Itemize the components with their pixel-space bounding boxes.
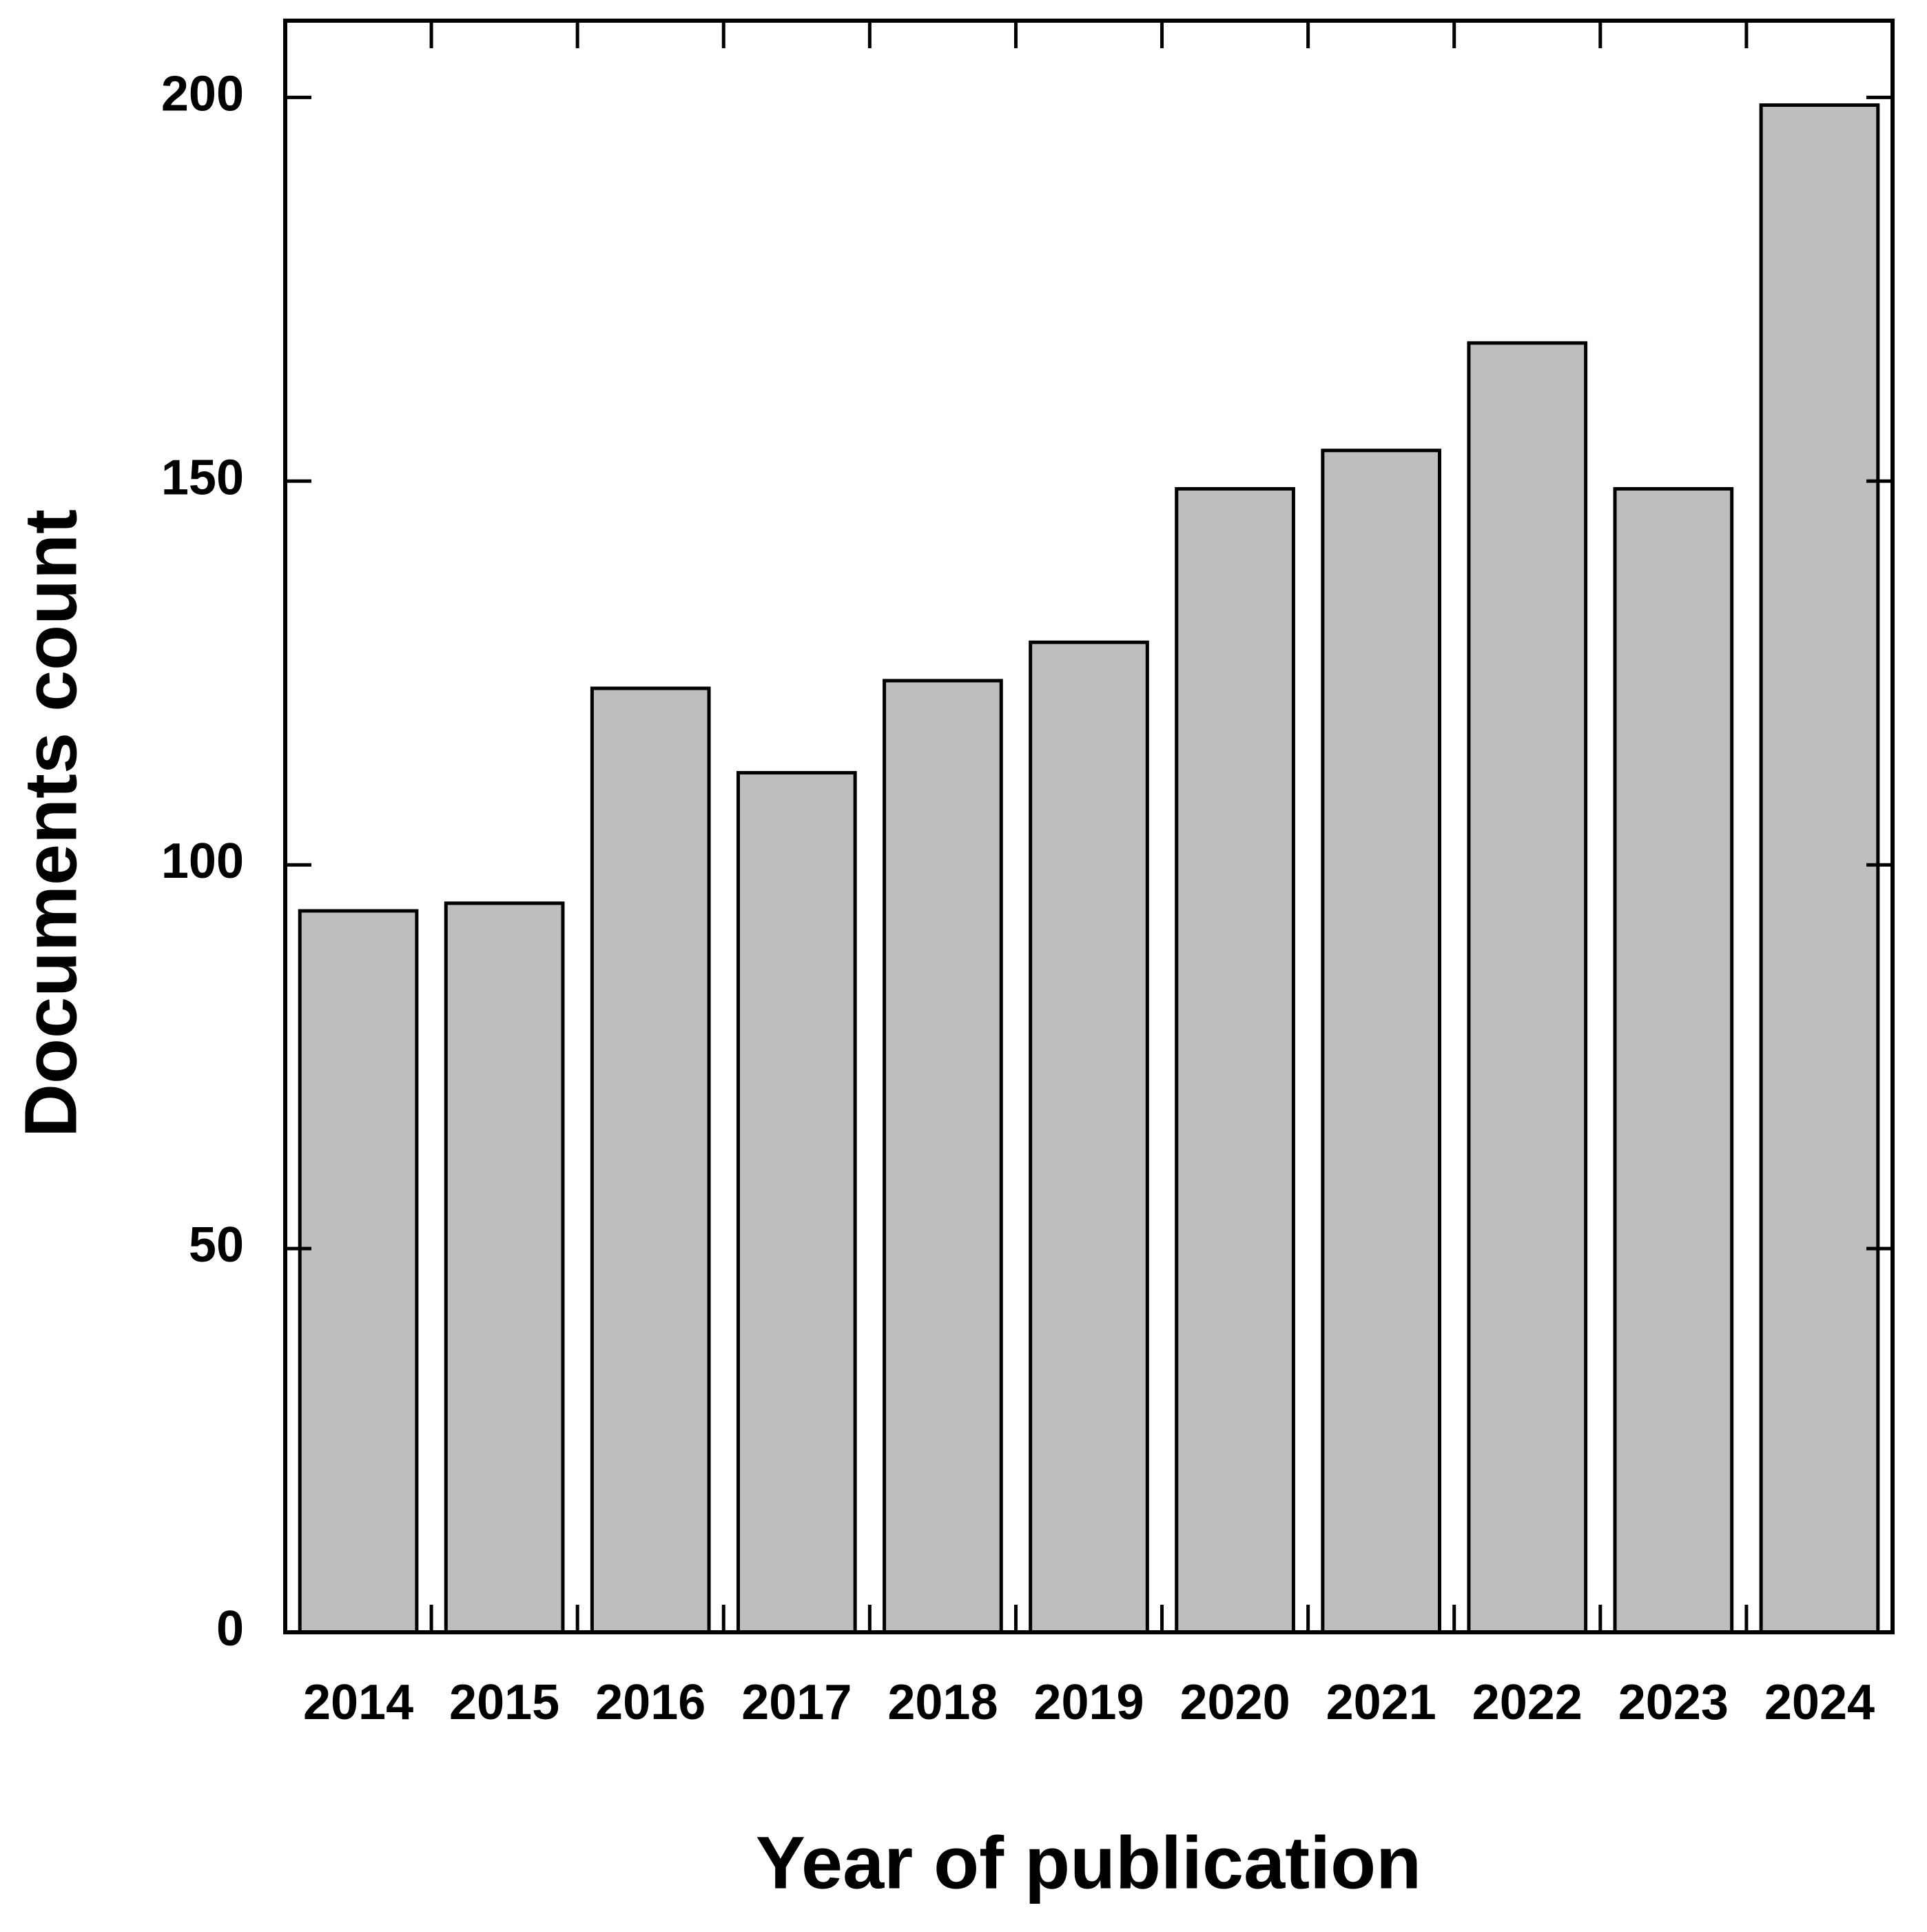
y-tick-label: 100 <box>161 834 244 889</box>
bar <box>1613 486 1734 1634</box>
x-axis-title: Year of publication <box>756 1821 1421 1904</box>
x-tick-label: 2021 <box>1326 1675 1436 1730</box>
bar <box>590 686 711 1634</box>
x-tick-label: 2022 <box>1472 1675 1583 1730</box>
x-tick-label: 2016 <box>595 1675 705 1730</box>
bar <box>298 909 419 1634</box>
plot-frame <box>283 19 1895 1634</box>
x-tick-label: 2019 <box>1033 1675 1144 1730</box>
x-tick-label: 2017 <box>741 1675 852 1730</box>
bar <box>1759 103 1880 1634</box>
y-tick-label: 0 <box>216 1601 244 1656</box>
bar <box>1321 449 1442 1634</box>
x-tick-label: 2014 <box>303 1675 413 1730</box>
x-tick-label: 2015 <box>449 1675 559 1730</box>
y-axis-title: Documents count <box>9 509 92 1138</box>
x-tick-label: 2023 <box>1618 1675 1729 1730</box>
bar <box>444 901 565 1634</box>
bar <box>883 679 1003 1634</box>
x-tick-label: 2020 <box>1180 1675 1290 1730</box>
bar <box>736 771 857 1634</box>
y-tick-label: 200 <box>161 66 244 121</box>
y-tick-label: 50 <box>189 1217 244 1273</box>
bar <box>1175 486 1295 1634</box>
bar <box>1029 640 1149 1634</box>
y-tick-label: 150 <box>161 450 244 505</box>
bar <box>1467 341 1588 1634</box>
x-tick-label: 2018 <box>887 1675 998 1730</box>
x-tick-label: 2024 <box>1764 1675 1875 1730</box>
